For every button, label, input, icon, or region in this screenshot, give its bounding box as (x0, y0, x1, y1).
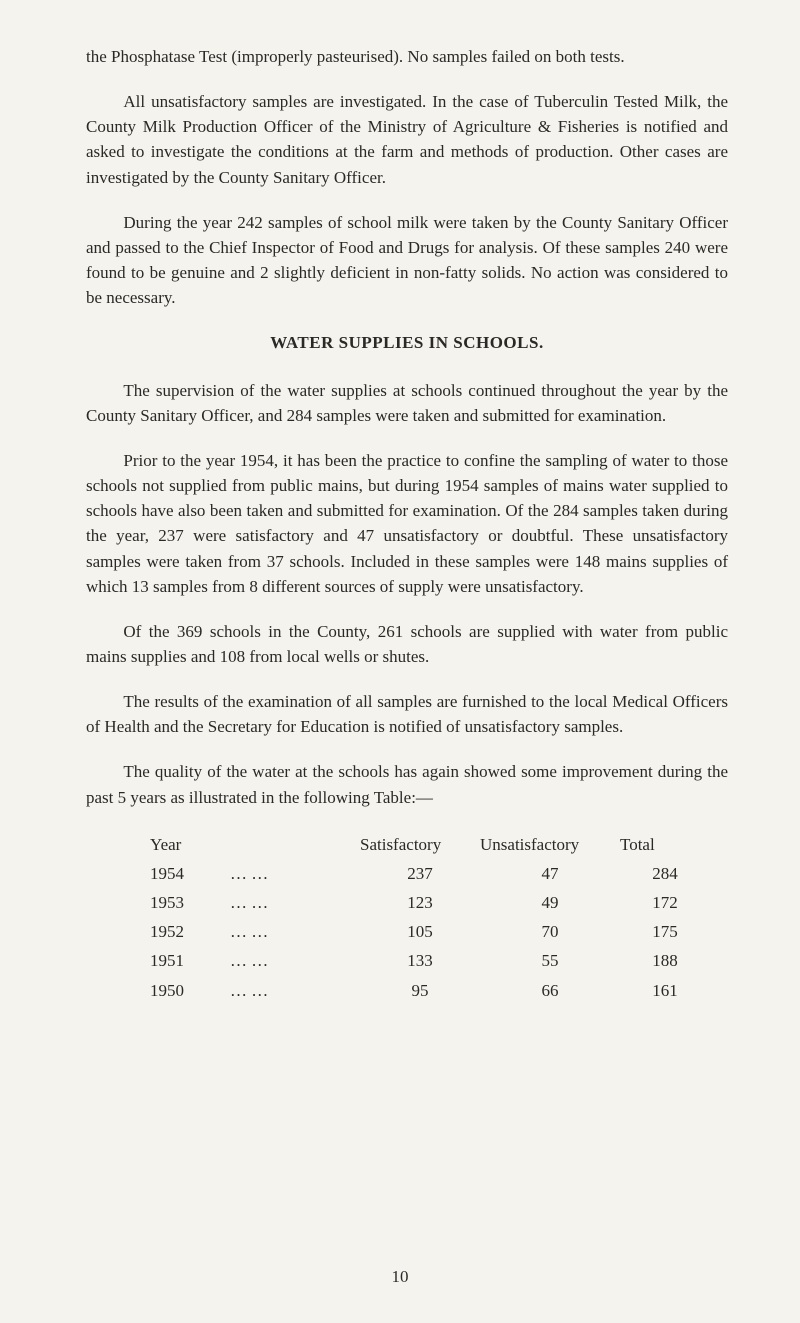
paragraph: the Phosphatase Test (improperly pasteur… (86, 44, 728, 69)
paragraph: Of the 369 schools in the County, 261 sc… (86, 619, 728, 669)
cell-dots: … … (230, 946, 360, 975)
section-heading: WATER SUPPLIES IN SCHOOLS. (86, 330, 728, 355)
cell-unsat: 70 (480, 917, 620, 946)
cell-total: 175 (620, 917, 710, 946)
table-header-row: Year Satisfactory Unsatisfactory Total (150, 830, 710, 859)
cell-sat: 105 (360, 917, 480, 946)
cell-total: 161 (620, 976, 710, 1005)
cell-year: 1954 (150, 859, 230, 888)
cell-dots: … … (230, 976, 360, 1005)
paragraph: Prior to the year 1954, it has been the … (86, 448, 728, 599)
cell-dots: … … (230, 917, 360, 946)
cell-year: 1951 (150, 946, 230, 975)
paragraph: The quality of the water at the schools … (86, 759, 728, 809)
cell-year: 1952 (150, 917, 230, 946)
document-page: the Phosphatase Test (improperly pasteur… (0, 0, 800, 1323)
cell-year: 1953 (150, 888, 230, 917)
water-quality-table: Year Satisfactory Unsatisfactory Total 1… (150, 830, 710, 1005)
table-row: 1950 … … 95 66 161 (150, 976, 710, 1005)
col-header-unsat: Unsatisfactory (480, 830, 620, 859)
cell-unsat: 66 (480, 976, 620, 1005)
cell-sat: 95 (360, 976, 480, 1005)
cell-sat: 123 (360, 888, 480, 917)
col-header-year: Year (150, 830, 230, 859)
paragraph: The results of the examination of all sa… (86, 689, 728, 739)
cell-total: 188 (620, 946, 710, 975)
cell-sat: 133 (360, 946, 480, 975)
cell-total: 284 (620, 859, 710, 888)
table-row: 1951 … … 133 55 188 (150, 946, 710, 975)
paragraph: The supervision of the water supplies at… (86, 378, 728, 428)
cell-total: 172 (620, 888, 710, 917)
col-header-spacer (230, 830, 360, 859)
table-row: 1953 … … 123 49 172 (150, 888, 710, 917)
table-row: 1954 … … 237 47 284 (150, 859, 710, 888)
paragraph: During the year 242 samples of school mi… (86, 210, 728, 311)
cell-dots: … … (230, 888, 360, 917)
table-row: 1952 … … 105 70 175 (150, 917, 710, 946)
col-header-sat: Satisfactory (360, 830, 480, 859)
page-number: 10 (0, 1264, 800, 1289)
cell-unsat: 49 (480, 888, 620, 917)
cell-sat: 237 (360, 859, 480, 888)
col-header-total: Total (620, 830, 710, 859)
cell-year: 1950 (150, 976, 230, 1005)
cell-unsat: 47 (480, 859, 620, 888)
cell-unsat: 55 (480, 946, 620, 975)
cell-dots: … … (230, 859, 360, 888)
paragraph: All unsatisfactory samples are investiga… (86, 89, 728, 190)
